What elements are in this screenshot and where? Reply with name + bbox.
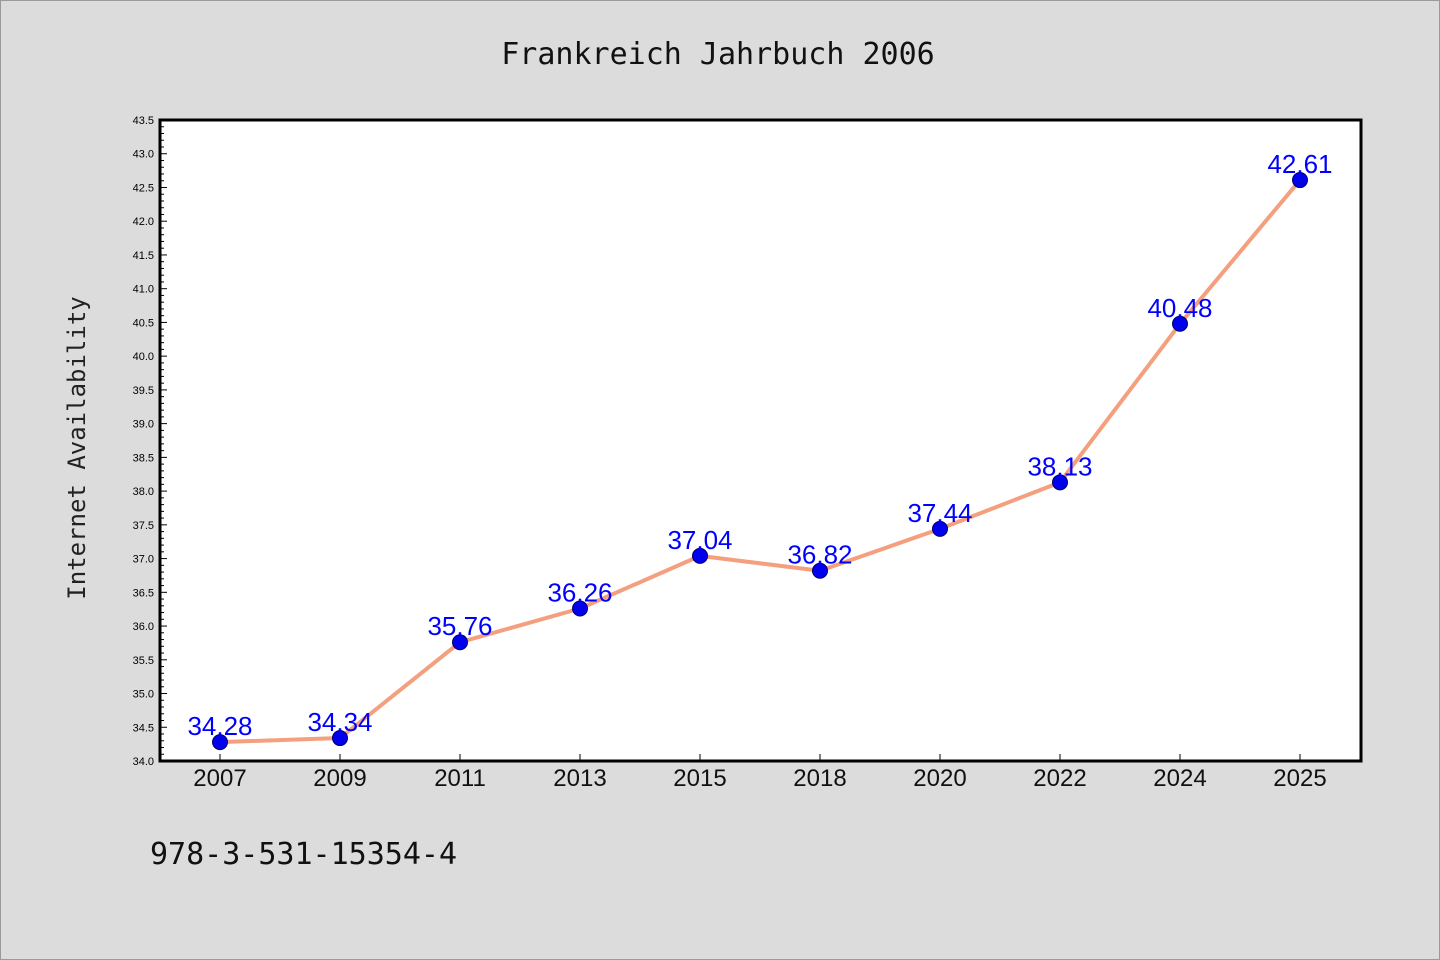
data-point [1052,474,1068,491]
data-label: 37.44 [907,498,972,528]
y-tick-label: 41.5 [133,250,154,262]
x-tick-label: 2013 [553,765,606,792]
y-tick-label: 36.5 [133,587,154,599]
plot-area [158,118,1363,763]
y-tick-label: 40.0 [133,351,154,363]
y-axis-label: Internet Availability [63,296,91,599]
data-point [572,600,588,617]
y-tick-label: 39.0 [133,419,154,431]
x-tick-label: 2024 [1153,765,1206,792]
data-point [692,547,708,564]
data-point [452,634,468,651]
y-tick-label: 37.0 [133,554,154,566]
data-label: 36.82 [787,540,852,570]
data-point [1292,172,1308,189]
data-point [332,730,348,747]
data-point [1172,315,1188,332]
data-label: 34.34 [307,707,372,737]
x-tick-label: 2007 [193,765,246,792]
data-label: 40.48 [1147,293,1212,323]
y-axis: 34.0 34.5 35.0 35.5 36.0 36.5 37.0 37.5 38.0 38.5… [133,115,167,768]
x-tick-label: 2022 [1033,765,1086,792]
y-tick-label: 36.0 [133,621,154,633]
data-label: 34.28 [187,711,252,741]
x-tick-label: 2011 [434,765,486,792]
y-tick-label: 41.0 [133,284,154,296]
data-markers [212,172,1308,751]
chart-title: Frankreich Jahrbuch 2006 [501,37,934,72]
y-tick-label: 43.5 [133,115,154,127]
x-tick-label: 2020 [913,765,966,792]
data-label: 37.04 [667,525,732,555]
data-label: 38.13 [1027,451,1092,481]
y-tick-label: 43.0 [133,149,154,161]
y-tick-label: 42.5 [133,182,154,194]
x-tick-label: 2025 [1273,765,1326,792]
data-point [812,562,828,579]
data-label: 36.26 [547,578,612,608]
footer-isbn: 978-3-531-15354-4 [150,837,457,872]
y-tick-label: 42.0 [133,216,154,228]
series-line [219,178,1302,745]
y-tick-label: 35.0 [133,689,154,701]
x-tick-label: 2009 [313,765,366,792]
y-tick-label: 37.5 [133,520,154,532]
y-tick-label: 38.5 [133,452,154,464]
data-label: 35.76 [427,611,492,641]
x-tick-label: 2015 [673,765,726,792]
data-label: 42.61 [1267,149,1332,179]
data-labels: 34.28 34.34 35.76 36.26 37.04 36.82 37.44 38.13… [187,149,1332,741]
data-point [212,734,228,751]
y-tick-label: 35.5 [133,655,154,667]
y-tick-label: 38.0 [133,486,154,498]
y-tick-label: 39.5 [133,385,154,397]
y-tick-label: 40.5 [133,317,154,329]
y-tick-label: 34.0 [133,756,154,768]
x-tick-label: 2018 [793,765,846,792]
data-point [932,520,948,537]
y-tick-label: 34.5 [133,722,154,734]
x-axis: 2007 2009 2011 2013 2015 2018 2020 2022 2024 2025 [193,754,1327,792]
